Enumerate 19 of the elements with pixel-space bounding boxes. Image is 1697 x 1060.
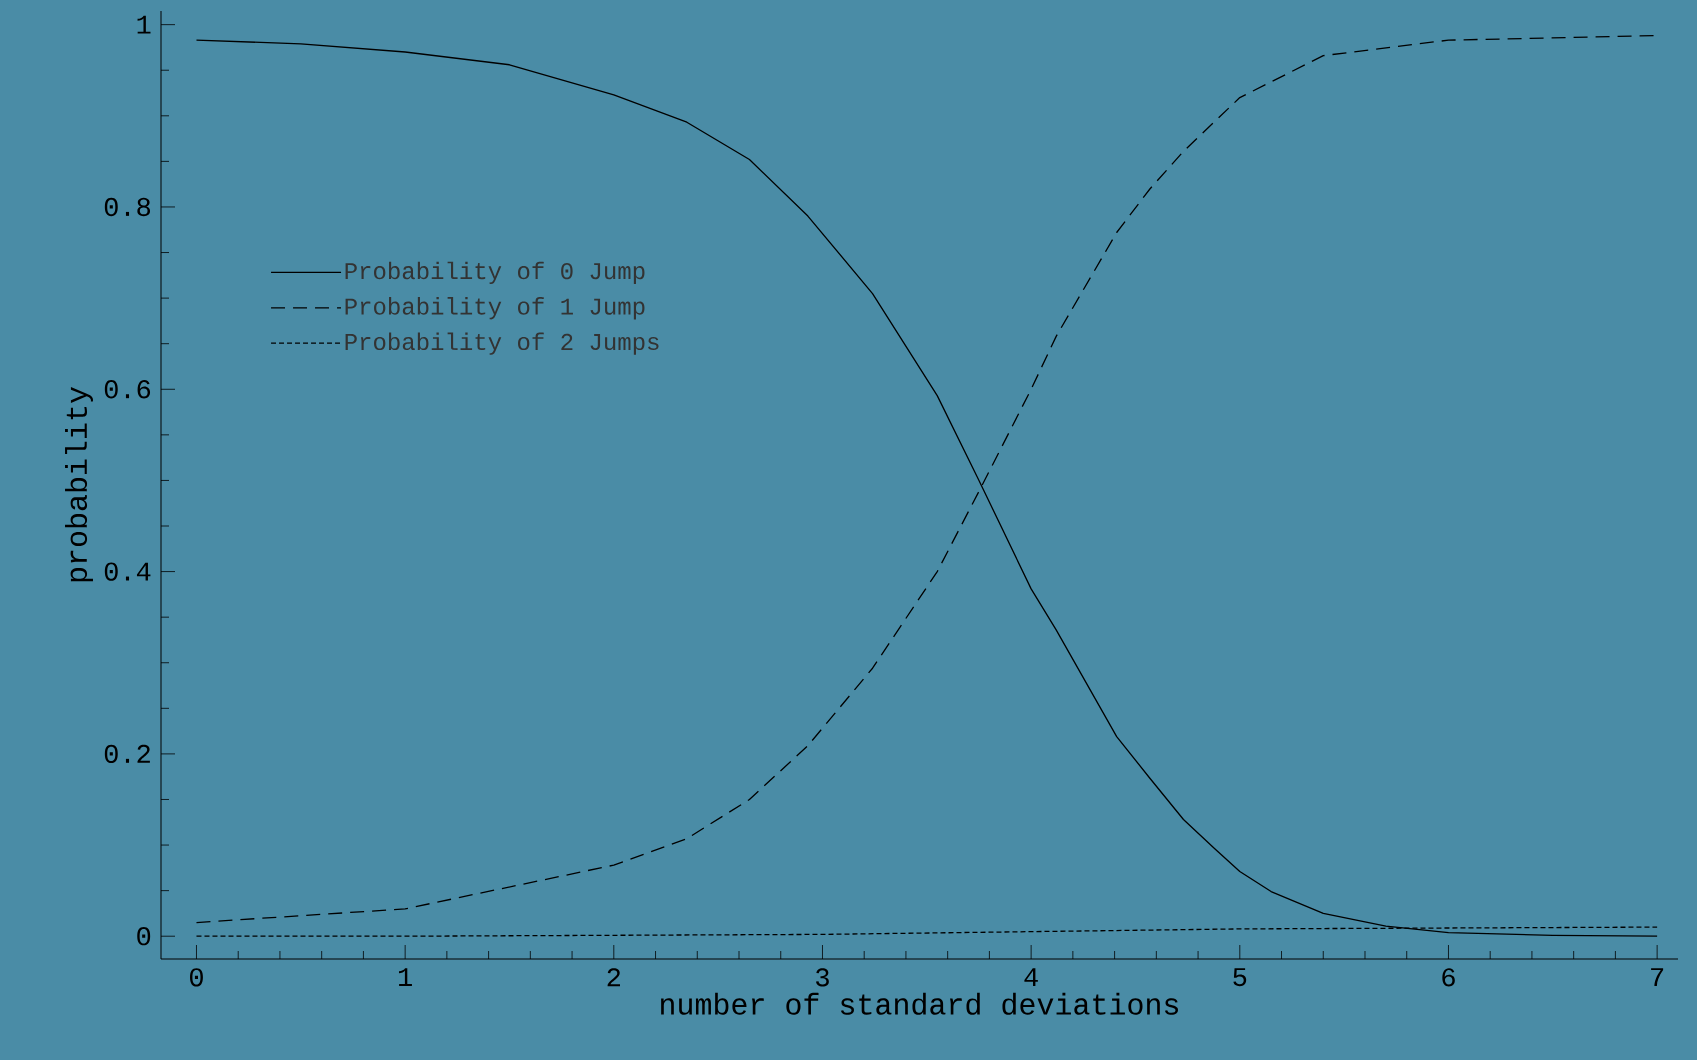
legend-label: Probability of 1 Jump	[345, 297, 645, 320]
y-tick-label: 1	[137, 15, 151, 34]
y-axis-title: probability	[65, 387, 93, 582]
y-tick-label: 0.8	[104, 197, 151, 217]
x-tick-label: 1	[398, 968, 412, 986]
y-tick-label: 0.2	[104, 744, 150, 764]
x-tick-label: 7	[1651, 968, 1664, 986]
x-tick-label: 4	[1024, 968, 1038, 986]
y-tick-label: 0	[137, 927, 151, 946]
x-tick-label: 3	[816, 968, 829, 987]
y-tick-label: 0.6	[104, 380, 151, 399]
x-tick-label: 6	[1442, 968, 1455, 987]
x-tick-label: 0	[190, 968, 203, 987]
x-tick-label: 2	[607, 968, 620, 987]
x-tick-label: 5	[1233, 968, 1247, 987]
y-tick-label: 0.4	[104, 562, 151, 581]
x-axis-title: number of standard deviations	[661, 992, 1178, 1015]
legend-label: Probability of 2 Jumps	[345, 332, 659, 355]
legend-label: Probability of 0 Jump	[345, 261, 645, 285]
